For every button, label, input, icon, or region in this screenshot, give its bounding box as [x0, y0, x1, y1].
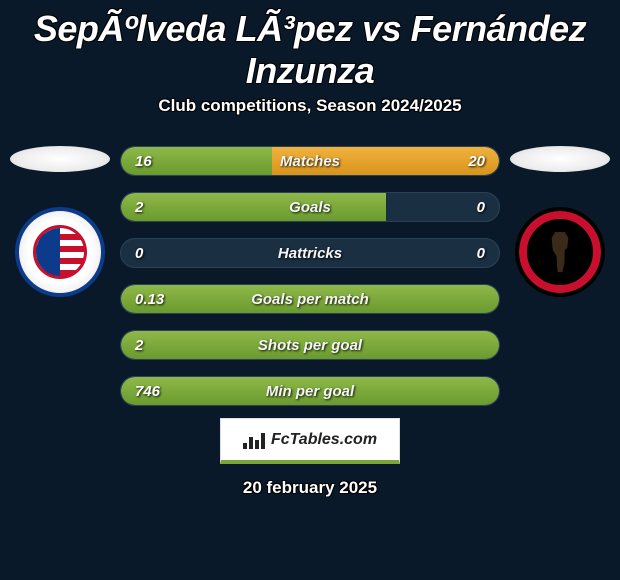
stat-label: Matches [280, 153, 340, 170]
page-subtitle: Club competitions, Season 2024/2025 [10, 96, 610, 146]
left-club-badge [15, 207, 105, 297]
stat-value-left: 16 [135, 153, 152, 170]
stats-column: 16 Matches 20 2 Goals 0 0 Hattricks 0 0.13 Goals p… [120, 146, 500, 406]
page-title: SepÃºlveda LÃ³pez vs Fernández Inzunza [10, 0, 610, 96]
comparison-panel: 16 Matches 20 2 Goals 0 0 Hattricks 0 0.13 Goals p… [10, 146, 610, 406]
stat-value-left: 0 [135, 245, 143, 262]
stat-row: 746 Min per goal [120, 376, 500, 406]
stat-label: Goals per match [251, 291, 369, 308]
brand-badge[interactable]: FcTables.com [220, 418, 400, 464]
stat-value-right: 20 [468, 153, 485, 170]
stat-value-left: 2 [135, 337, 143, 354]
left-player-avatar [10, 146, 110, 172]
right-player-avatar [510, 146, 610, 172]
brand-text: FcTables.com [271, 431, 377, 449]
stat-row: 16 Matches 20 [120, 146, 500, 176]
right-player-column [510, 146, 610, 297]
stat-value-right: 0 [477, 199, 485, 216]
left-player-column [10, 146, 110, 297]
stat-label: Shots per goal [258, 337, 362, 354]
stat-label: Hattricks [278, 245, 342, 262]
stat-row: 0 Hattricks 0 [120, 238, 500, 268]
right-club-badge [515, 207, 605, 297]
stat-row: 0.13 Goals per match [120, 284, 500, 314]
bar-chart-icon [243, 431, 265, 449]
stat-row: 2 Shots per goal [120, 330, 500, 360]
stat-bar-left [121, 193, 386, 221]
stat-value-left: 2 [135, 199, 143, 216]
stat-value-left: 746 [135, 383, 160, 400]
footer-date: 20 february 2025 [10, 478, 610, 498]
stat-value-right: 0 [477, 245, 485, 262]
stat-value-left: 0.13 [135, 291, 164, 308]
stat-row: 2 Goals 0 [120, 192, 500, 222]
stat-label: Goals [289, 199, 331, 216]
stat-label: Min per goal [266, 383, 354, 400]
